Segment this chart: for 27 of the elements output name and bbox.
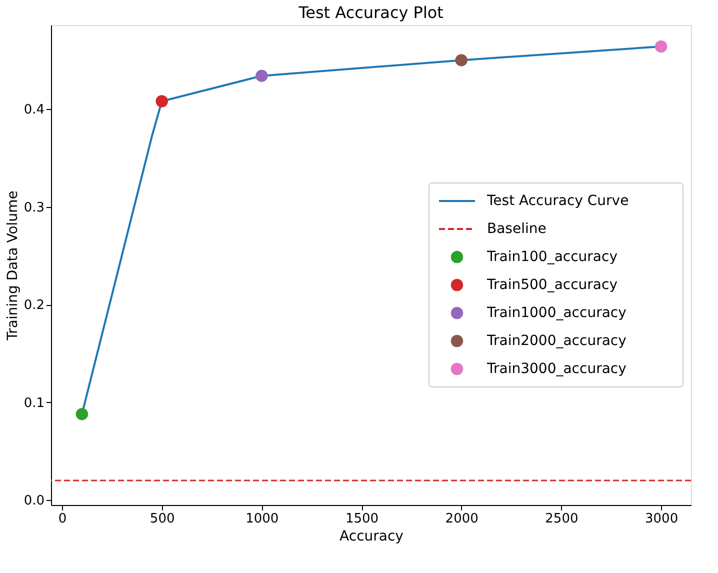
x-tick-label: 3000 bbox=[645, 512, 678, 526]
point bbox=[455, 54, 468, 66]
x-tick-label: 2500 bbox=[545, 512, 578, 526]
legend-label: Test Accuracy Curve bbox=[486, 193, 629, 209]
y-tick-label: 0.1 bbox=[24, 396, 44, 411]
y-tick-label: 0.2 bbox=[24, 298, 44, 314]
x-tick-label: 0 bbox=[58, 512, 67, 526]
x-tick-label: 500 bbox=[150, 512, 175, 526]
y-tick-label: 0.4 bbox=[24, 102, 44, 118]
legend-label: Train1000_accuracy bbox=[486, 305, 626, 321]
legend-label: Train100_accuracy bbox=[486, 249, 618, 265]
point bbox=[654, 40, 668, 53]
x-tick-label: 2000 bbox=[445, 512, 478, 526]
y-axis-title: Training Data Volume bbox=[4, 190, 21, 342]
point bbox=[156, 95, 168, 108]
x-tick-label: 1000 bbox=[246, 512, 279, 526]
legend-label: Train500_accuracy bbox=[486, 277, 618, 293]
point bbox=[256, 70, 268, 82]
y-tick-label: 0.0 bbox=[24, 494, 44, 509]
point bbox=[76, 408, 88, 420]
y-tick-label: 0.3 bbox=[24, 200, 44, 216]
x-axis-title: Accuracy bbox=[340, 528, 404, 544]
x-tick-label: 1500 bbox=[345, 512, 379, 526]
legend-label: Train2000_accuracy bbox=[486, 333, 626, 349]
legend-label: Baseline bbox=[487, 221, 546, 237]
chart-title: Test Accuracy Plot bbox=[298, 3, 444, 22]
legend-label: Train3000_accuracy bbox=[486, 361, 626, 377]
